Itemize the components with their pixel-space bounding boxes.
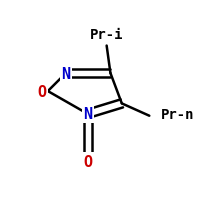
Text: Pr-n: Pr-n [160,107,193,121]
Text: Pr-i: Pr-i [89,28,123,42]
Text: O: O [83,154,92,169]
Text: O: O [37,84,46,99]
Text: N: N [83,107,92,122]
Text: N: N [61,66,70,81]
